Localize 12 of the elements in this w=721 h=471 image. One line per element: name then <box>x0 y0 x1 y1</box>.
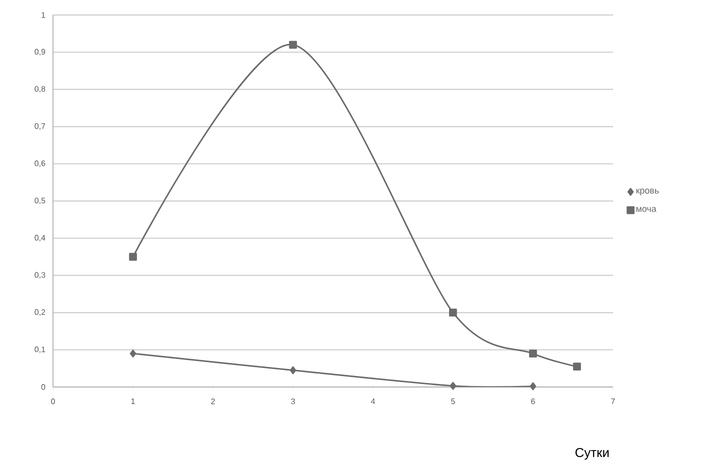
point <box>130 350 136 358</box>
point <box>289 40 297 49</box>
point <box>450 382 456 390</box>
point <box>573 362 581 370</box>
x-axis-title: Сутки <box>575 448 609 460</box>
legend-label: моча <box>636 206 656 212</box>
point <box>449 308 457 317</box>
legend-label: кровь <box>636 188 659 196</box>
point <box>529 350 537 358</box>
point <box>530 382 536 390</box>
point <box>290 366 296 374</box>
point <box>129 252 137 261</box>
